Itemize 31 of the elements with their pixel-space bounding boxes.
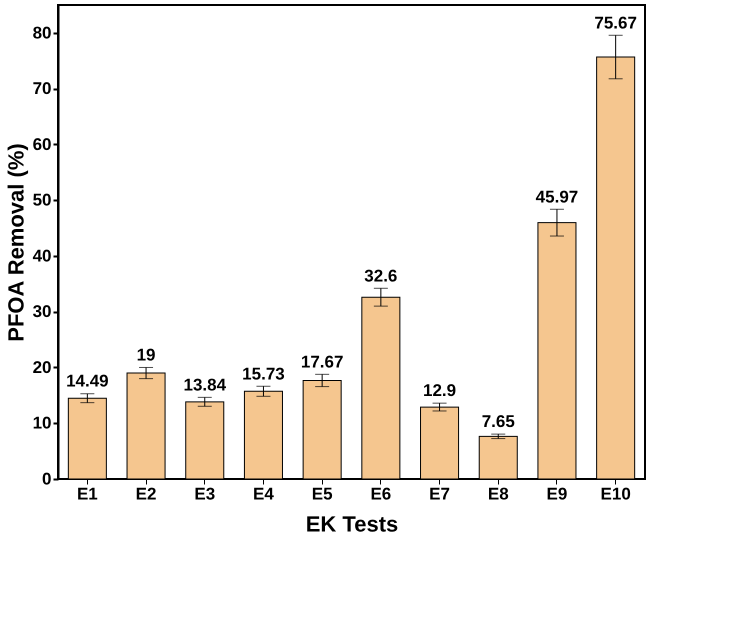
data-label: 75.67 [594, 13, 637, 32]
y-axis-title: PFOA Removal (%) [4, 143, 29, 342]
data-label: 32.6 [364, 266, 398, 286]
data-label: 12.9 [423, 381, 456, 400]
x-tick-label: E8 [488, 484, 509, 504]
y-tick-label: 0 [42, 470, 52, 488]
data-label: 14.49 [66, 372, 109, 391]
y-tick-label: 30 [32, 302, 52, 322]
data-label: 15.73 [242, 364, 285, 384]
data-label: 45.97 [536, 187, 578, 206]
y-tick-label: 60 [32, 134, 52, 154]
x-axis-title: EK Tests [306, 512, 398, 536]
data-label: 19 [136, 345, 156, 364]
data-label: 17.67 [300, 352, 344, 372]
y-tick-label: 20 [32, 358, 52, 377]
data-label: 7.65 [482, 412, 515, 432]
data-label: 13.84 [183, 375, 227, 394]
x-tick-label: E5 [312, 484, 333, 504]
y-tick-label: 10 [32, 414, 52, 433]
x-tick-label: E6 [370, 484, 392, 504]
y-tick-label: 70 [32, 79, 52, 98]
x-tick-label: E10 [600, 484, 631, 504]
y-tick-label: 50 [32, 190, 52, 210]
x-tick-label: E7 [429, 484, 450, 504]
x-tick-label: E1 [76, 484, 98, 504]
x-tick-label: E2 [136, 484, 156, 504]
y-tick-label: 40 [32, 246, 52, 266]
y-tick-label: 80 [32, 23, 52, 42]
x-tick-label: E4 [253, 484, 274, 504]
x-tick-label: E3 [194, 484, 216, 504]
x-tick-label: E9 [546, 484, 568, 504]
